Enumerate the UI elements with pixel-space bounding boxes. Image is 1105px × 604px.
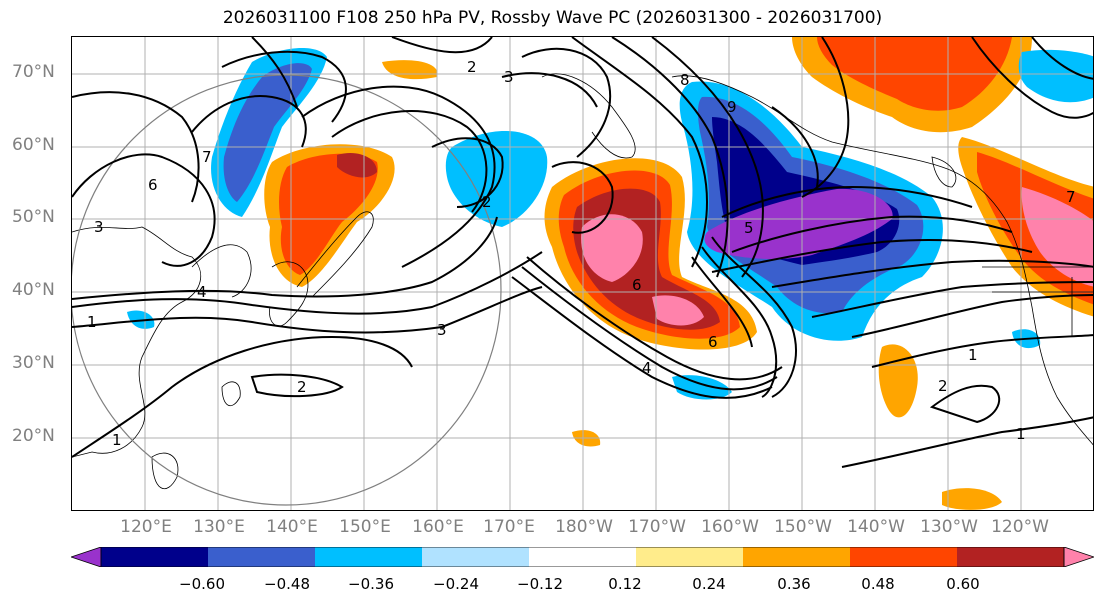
contour-label: 4	[642, 359, 652, 377]
anomaly-positive-nasia-core	[337, 152, 377, 178]
contour-label: 1	[1016, 425, 1026, 443]
contour-label: 3	[504, 68, 514, 86]
lon-label-140e: 140°E	[266, 517, 318, 537]
colorbar-segment	[850, 547, 958, 567]
anomaly-positive-small1	[878, 344, 918, 418]
colorbar-tick-label: 0.36	[777, 575, 811, 593]
lat-label-60n: 60°N	[12, 135, 55, 155]
contour-label: 2	[297, 378, 307, 396]
contour-label: 7	[202, 148, 212, 166]
lon-label-170e: 170°E	[483, 517, 535, 537]
anomaly-positive-small2	[382, 60, 438, 80]
anomaly-negative-topright	[1018, 49, 1093, 103]
lat-label-20n: 20°N	[12, 426, 55, 446]
colorbar-segment	[529, 547, 637, 567]
colorbar-segment	[208, 547, 316, 567]
colorbar	[71, 547, 1094, 567]
contour-label: 7	[1066, 188, 1076, 206]
contour-label: 6	[148, 176, 158, 194]
pv-map: 2 3 6 7 8 9 5 1 4 6 3 2 1 2 1 7 2 3 4 6 …	[72, 37, 1093, 510]
contour-labels: 2 3 6 7 8 9 5 1 4 6 3 2 1 2 1 7 2 3 4 6 …	[87, 58, 1076, 449]
map-panel: 2 3 6 7 8 9 5 1 4 6 3 2 1 2 1 7 2 3 4 6 …	[71, 36, 1094, 511]
colorbar-tick-label: 0.24	[692, 575, 726, 593]
contour-label: 1	[112, 431, 122, 449]
colorbar-border	[100, 547, 1065, 567]
anomaly-negative-pac	[445, 130, 548, 227]
lat-label-70n: 70°N	[12, 62, 55, 82]
pv-shading	[127, 37, 1093, 510]
lon-label-160w: 160°W	[701, 517, 759, 537]
lon-label-120w: 120°W	[991, 517, 1049, 537]
colorbar-segment	[315, 547, 423, 567]
contour-label: 4	[197, 283, 207, 301]
colorbar-segment	[957, 547, 1065, 567]
lat-label-40n: 40°N	[12, 280, 55, 300]
colorbar-segment	[636, 547, 744, 567]
anomaly-positive-nasia-inner	[279, 153, 378, 275]
colorbar-tick-label: −0.12	[517, 575, 563, 593]
chart-title: 2026031100 F108 250 hPa PV, Rossby Wave …	[222, 8, 883, 28]
colorbar-tick-label: 0.12	[608, 575, 642, 593]
gridlines	[72, 37, 1093, 510]
contour-label: 2	[467, 58, 477, 76]
colorbar-segment	[101, 547, 209, 567]
anomaly-positive-cpac-core	[581, 214, 643, 282]
anomaly-negative-small1	[672, 375, 732, 400]
colorbar-tick-label: −0.48	[264, 575, 310, 593]
contour-label: 1	[87, 313, 97, 331]
contour-label: 8	[680, 71, 690, 89]
contour-label: 3	[94, 218, 104, 236]
lon-label-120e: 120°E	[120, 517, 172, 537]
anomaly-positive-cpac-core2	[652, 295, 704, 326]
lon-label-160e: 160°E	[412, 517, 464, 537]
lon-label-150w: 150°W	[774, 517, 832, 537]
coastlines	[72, 73, 1093, 489]
lon-label-130e: 130°E	[193, 517, 245, 537]
anomaly-positive-nwamerica-core	[1021, 187, 1093, 287]
colorbar-tick-label: −0.60	[179, 575, 225, 593]
colorbar-segment	[422, 547, 530, 567]
contour-1-west	[72, 286, 543, 334]
contour-label: 9	[727, 98, 737, 116]
anomaly-positive-small4	[942, 488, 1002, 510]
colorbar-tick-label: 0.48	[861, 575, 895, 593]
contour-label: 1	[968, 346, 978, 364]
contour-label: 6	[632, 276, 642, 294]
lat-label-50n: 50°N	[12, 207, 55, 227]
lon-label-170w: 170°W	[628, 517, 686, 537]
lat-label-30n: 30°N	[12, 353, 55, 373]
colorbar-segment	[743, 547, 851, 567]
colorbar-tick-label: −0.36	[348, 575, 394, 593]
colorbar-extend-low	[71, 547, 102, 567]
colorbar-extend-high	[1063, 547, 1094, 567]
lon-label-150e: 150°E	[339, 517, 391, 537]
contour-label: 2	[938, 377, 948, 395]
lon-label-130w: 130°W	[920, 517, 978, 537]
anomaly-negative-nwasia-mid	[223, 63, 312, 202]
contours	[72, 37, 1093, 468]
contour-label: 2	[482, 193, 492, 211]
contour-label: 3	[437, 321, 447, 339]
contour-label: 6	[708, 333, 718, 351]
anomaly-negative-nepac-core	[704, 188, 893, 259]
lon-label-140w: 140°W	[847, 517, 905, 537]
colorbar-tick-label: −0.24	[433, 575, 479, 593]
contour-label: 5	[744, 219, 754, 237]
reference-circle	[72, 74, 502, 506]
lon-label-180w: 180°W	[555, 517, 613, 537]
colorbar-tick-label: 0.60	[946, 575, 980, 593]
